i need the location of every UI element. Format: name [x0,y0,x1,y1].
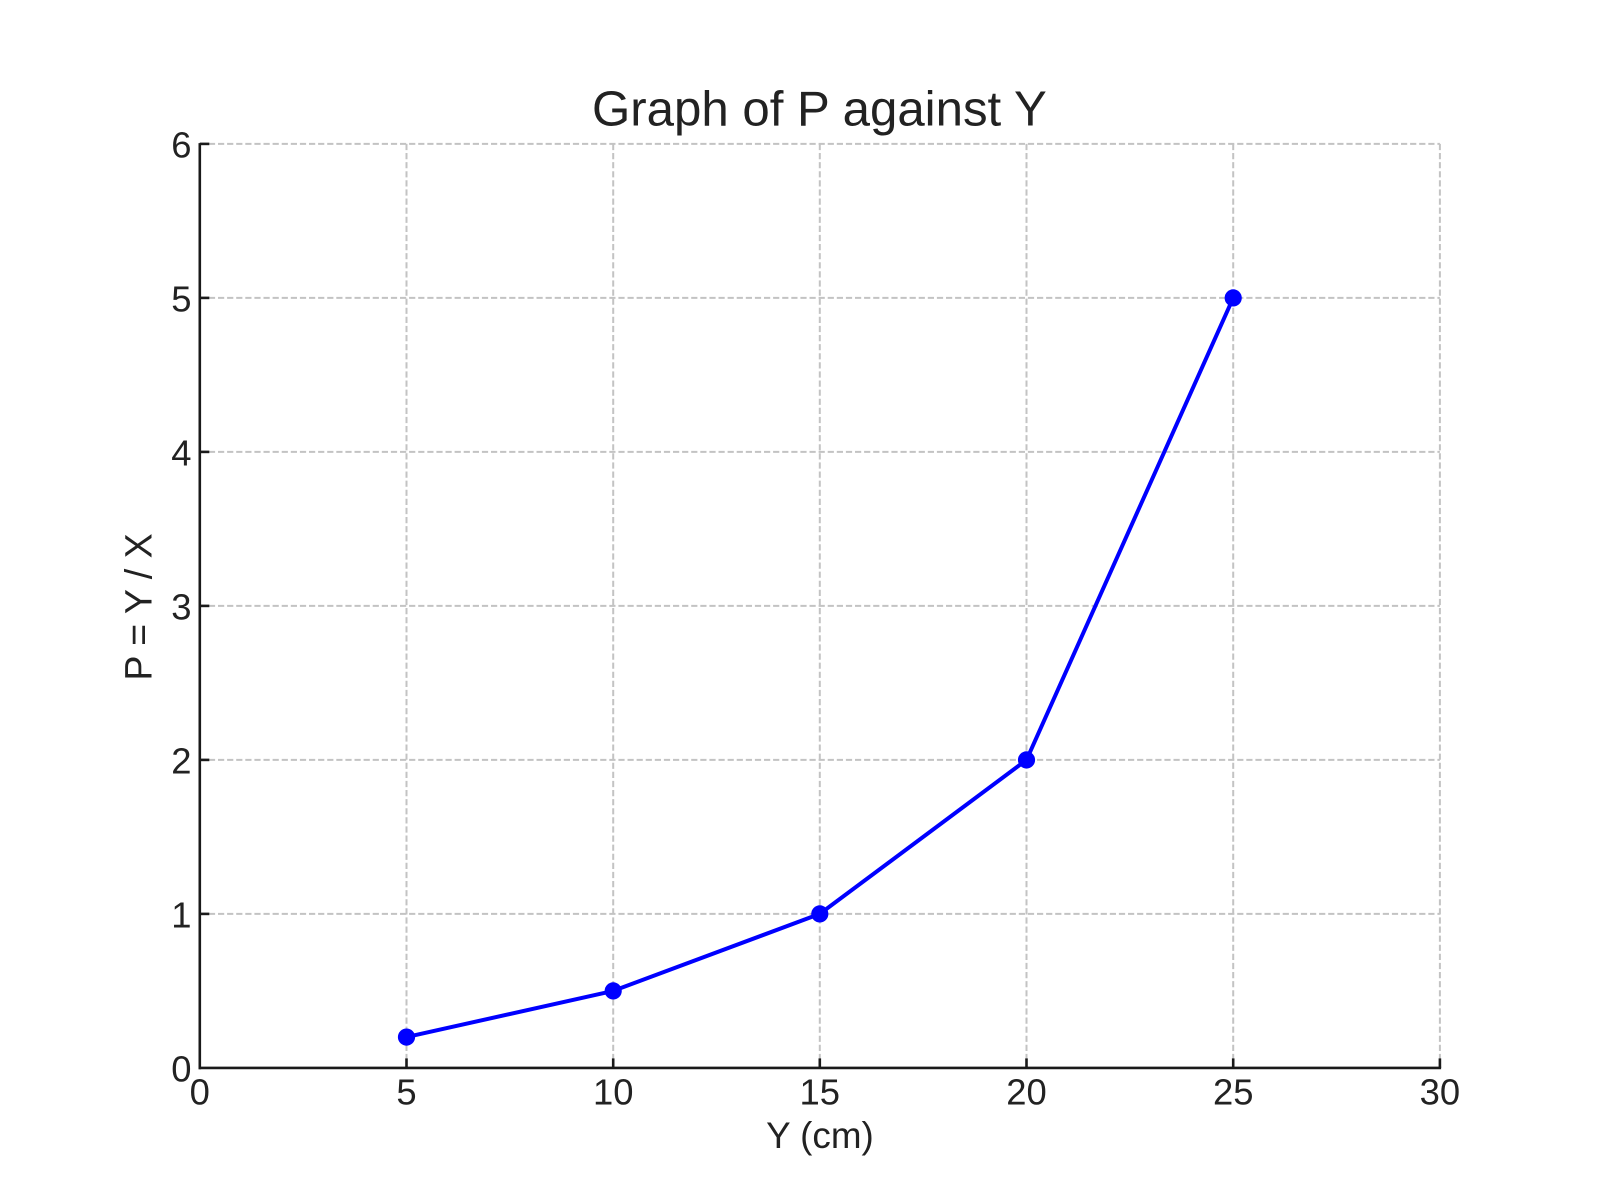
svg-text:6: 6 [171,124,191,165]
svg-text:20: 20 [1006,1072,1046,1113]
svg-text:1: 1 [171,894,191,935]
svg-text:Y (cm): Y (cm) [766,1115,874,1156]
svg-text:25: 25 [1213,1072,1253,1113]
svg-text:5: 5 [396,1072,416,1113]
svg-text:P = Y / X: P = Y / X [118,533,160,680]
svg-text:0: 0 [171,1048,191,1089]
svg-text:Graph of P against Y: Graph of P against Y [592,82,1047,137]
svg-text:0: 0 [190,1072,210,1113]
svg-text:3: 3 [171,586,191,627]
svg-text:4: 4 [171,432,191,473]
svg-text:10: 10 [593,1072,633,1113]
svg-text:2: 2 [171,740,191,781]
svg-text:30: 30 [1420,1072,1460,1113]
svg-text:15: 15 [800,1072,840,1113]
svg-text:5: 5 [171,278,191,319]
